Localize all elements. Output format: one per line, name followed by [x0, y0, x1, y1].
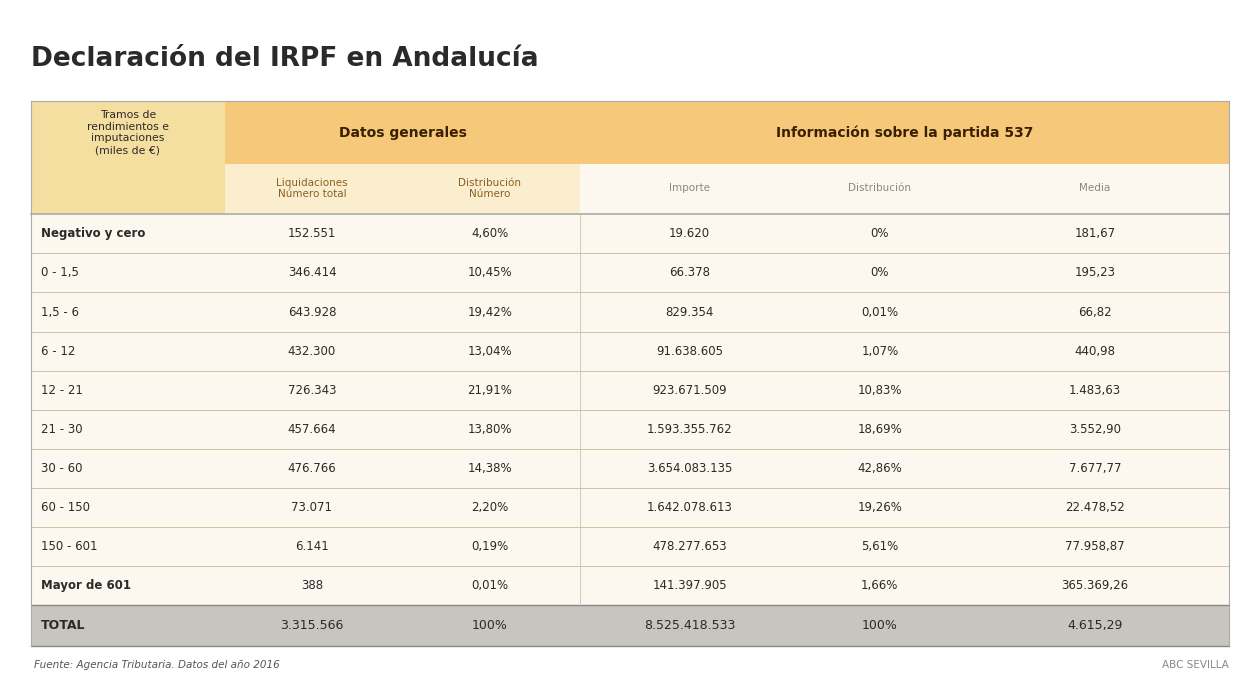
Text: 22.478,52: 22.478,52	[1066, 501, 1124, 514]
Bar	[225, 101, 580, 164]
Bar	[31, 488, 1229, 527]
Text: 181,67: 181,67	[1075, 228, 1116, 240]
Text: 365.369,26: 365.369,26	[1062, 579, 1128, 592]
Text: 2,20%: 2,20%	[472, 501, 508, 514]
Text: Liquidaciones
Número total: Liquidaciones Número total	[276, 178, 348, 199]
Text: Importe: Importe	[669, 184, 710, 193]
Text: 100%: 100%	[862, 619, 897, 632]
Text: 152.551: 152.551	[288, 228, 336, 240]
Text: Mayor de 601: Mayor de 601	[41, 579, 131, 592]
Text: Fuente: Agencia Tributaria. Datos del año 2016: Fuente: Agencia Tributaria. Datos del añ…	[34, 660, 280, 670]
Text: 195,23: 195,23	[1075, 267, 1116, 279]
Bar	[31, 214, 1229, 253]
Bar	[31, 566, 1229, 605]
Text: ABC SEVILLA: ABC SEVILLA	[1162, 660, 1229, 670]
Text: 388: 388	[301, 579, 323, 592]
Text: 150 - 601: 150 - 601	[41, 540, 97, 553]
Bar	[580, 101, 1229, 164]
Text: 1.642.078.613: 1.642.078.613	[646, 501, 733, 514]
Text: 1,5 - 6: 1,5 - 6	[41, 306, 79, 318]
Bar	[31, 292, 1229, 332]
Text: 0,01%: 0,01%	[472, 579, 508, 592]
Text: 3.654.083.135: 3.654.083.135	[646, 462, 733, 475]
Text: 923.671.509: 923.671.509	[653, 384, 726, 396]
Text: 478.277.653: 478.277.653	[653, 540, 726, 553]
Text: Negativo y cero: Negativo y cero	[41, 228, 146, 240]
Text: 141.397.905: 141.397.905	[653, 579, 726, 592]
Text: 0 - 1,5: 0 - 1,5	[41, 267, 79, 279]
Text: 829.354: 829.354	[665, 306, 714, 318]
Text: 0%: 0%	[871, 267, 889, 279]
Text: Distribución: Distribución	[849, 184, 911, 193]
Bar	[31, 101, 1229, 646]
Text: 14,38%: 14,38%	[468, 462, 512, 475]
Bar	[31, 253, 1229, 292]
Text: Datos generales: Datos generales	[338, 126, 467, 140]
Text: 3.315.566: 3.315.566	[281, 619, 343, 632]
Text: 0,19%: 0,19%	[472, 540, 508, 553]
Text: 18,69%: 18,69%	[857, 423, 902, 436]
Text: 100%: 100%	[472, 619, 508, 632]
Text: 66,82: 66,82	[1078, 306, 1112, 318]
Text: 10,45%: 10,45%	[468, 267, 512, 279]
Text: 30 - 60: 30 - 60	[41, 462, 82, 475]
Text: Distribución
Número: Distribución Número	[458, 178, 522, 199]
Text: 10,83%: 10,83%	[857, 384, 902, 396]
Text: Tramos de
rendimientos e
imputaciones
(miles de €): Tramos de rendimientos e imputaciones (m…	[87, 110, 168, 155]
Text: 19,26%: 19,26%	[857, 501, 902, 514]
Text: 432.300: 432.300	[288, 345, 336, 357]
Bar	[31, 410, 1229, 449]
Bar	[31, 101, 225, 646]
Bar	[31, 449, 1229, 488]
Text: Declaración del IRPF en Andalucía: Declaración del IRPF en Andalucía	[31, 46, 539, 73]
Text: 643.928: 643.928	[288, 306, 336, 318]
Text: 13,04%: 13,04%	[468, 345, 512, 357]
Text: 4.615,29: 4.615,29	[1067, 619, 1123, 632]
Text: 8.525.418.533: 8.525.418.533	[644, 619, 735, 632]
Text: 1.593.355.762: 1.593.355.762	[646, 423, 733, 436]
Text: 21 - 30: 21 - 30	[41, 423, 82, 436]
Text: 60 - 150: 60 - 150	[41, 501, 90, 514]
Bar	[31, 527, 1229, 566]
Text: 19,42%: 19,42%	[468, 306, 512, 318]
Bar	[31, 332, 1229, 371]
Text: TOTAL: TOTAL	[41, 619, 86, 632]
Text: 0,01%: 0,01%	[861, 306, 899, 318]
Text: 66.378: 66.378	[669, 267, 710, 279]
Text: 42,86%: 42,86%	[857, 462, 902, 475]
Text: 3.552,90: 3.552,90	[1070, 423, 1121, 436]
Bar	[31, 371, 1229, 410]
Text: 476.766: 476.766	[287, 462, 337, 475]
Text: 726.343: 726.343	[288, 384, 336, 396]
Text: 346.414: 346.414	[288, 267, 336, 279]
Text: 5,61%: 5,61%	[861, 540, 899, 553]
Text: 1,07%: 1,07%	[861, 345, 899, 357]
Text: 73.071: 73.071	[292, 501, 332, 514]
Bar	[225, 164, 580, 213]
Text: Información sobre la partida 537: Información sobre la partida 537	[776, 126, 1033, 140]
Text: 440,98: 440,98	[1075, 345, 1116, 357]
Text: 7.677,77: 7.677,77	[1068, 462, 1122, 475]
Text: 13,80%: 13,80%	[468, 423, 512, 436]
Text: 19.620: 19.620	[669, 228, 710, 240]
Text: 91.638.605: 91.638.605	[656, 345, 723, 357]
Text: 6 - 12: 6 - 12	[41, 345, 76, 357]
Text: 1.483,63: 1.483,63	[1070, 384, 1121, 396]
Text: Media: Media	[1080, 184, 1111, 193]
Text: 12 - 21: 12 - 21	[41, 384, 84, 396]
Text: 457.664: 457.664	[288, 423, 336, 436]
Text: 6.141: 6.141	[295, 540, 329, 553]
Text: 77.958,87: 77.958,87	[1066, 540, 1124, 553]
Bar	[31, 605, 1229, 646]
Bar	[580, 164, 1229, 213]
Text: 21,91%: 21,91%	[468, 384, 512, 396]
Text: 4,60%: 4,60%	[472, 228, 508, 240]
Text: 1,66%: 1,66%	[861, 579, 899, 592]
Text: 0%: 0%	[871, 228, 889, 240]
